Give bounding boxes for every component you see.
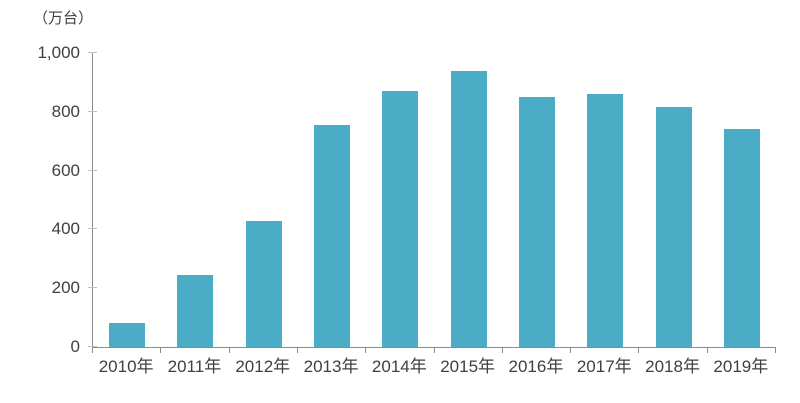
- bar-2016年: [518, 97, 555, 347]
- y-tick-label: 1,000: [37, 43, 80, 62]
- x-axis-tick-mark: [296, 348, 298, 353]
- x-tick-label: 2017年: [576, 357, 632, 376]
- x-axis-tick-mark: [638, 348, 640, 353]
- x-axis-tick-mark: [706, 348, 708, 353]
- x-tick-label: 2013年: [303, 357, 359, 376]
- bar-2012年: [245, 220, 282, 347]
- bar-2011年: [177, 274, 214, 347]
- bar-2010年: [109, 323, 146, 347]
- x-axis-tick-mark: [228, 348, 230, 353]
- bar-2014年: [382, 91, 419, 347]
- y-tick-label: 400: [51, 219, 80, 239]
- x-tick-label: 2014年: [371, 357, 427, 376]
- y-axis-tick-mark: [88, 287, 97, 289]
- x-tick-label: 2016年: [508, 357, 564, 376]
- x-tick-label: 2012年: [235, 357, 291, 376]
- x-axis-tick-mark: [570, 348, 572, 353]
- y-axis-tick-mark: [88, 169, 97, 171]
- x-tick-label: 2011年: [167, 357, 222, 376]
- plot-area: [88, 52, 776, 353]
- y-axis-tick-mark: [88, 346, 97, 347]
- bar-2018年: [655, 107, 692, 347]
- bar-2013年: [314, 125, 351, 347]
- y-tick-label: 200: [51, 278, 80, 298]
- x-axis-tick-mark: [365, 348, 367, 353]
- y-tick-label: 600: [51, 160, 80, 180]
- y-axis-tick-mark: [88, 228, 97, 230]
- x-axis-tick-mark: [92, 348, 93, 353]
- bar-2017年: [587, 94, 624, 347]
- y-tick-label: 800: [51, 101, 80, 121]
- x-axis-tick-mark: [775, 348, 776, 353]
- x-axis-tick-labels: 2010年 2011年 2012年 2013年 2014年 2015年 2016年 2017年…: [92, 356, 775, 380]
- y-axis-unit-label: （万台）: [33, 10, 94, 27]
- y-axis-tick-labels: 0 200 400 600 800 1,000: [0, 44, 84, 356]
- bar-2019年: [723, 129, 760, 347]
- x-tick-label: 2019年: [713, 357, 769, 376]
- x-axis-tick-mark: [433, 348, 435, 353]
- y-axis-tick-mark: [88, 52, 97, 53]
- x-axis-tick-mark: [501, 348, 503, 353]
- bar-2015年: [450, 70, 487, 347]
- x-tick-label: 2010年: [98, 357, 154, 376]
- x-tick-label: 2015年: [440, 357, 496, 376]
- x-axis-tick-mark: [160, 348, 162, 353]
- y-axis-tick-mark: [88, 110, 97, 112]
- y-tick-label: 0: [70, 337, 80, 356]
- x-tick-label: 2018年: [645, 357, 700, 376]
